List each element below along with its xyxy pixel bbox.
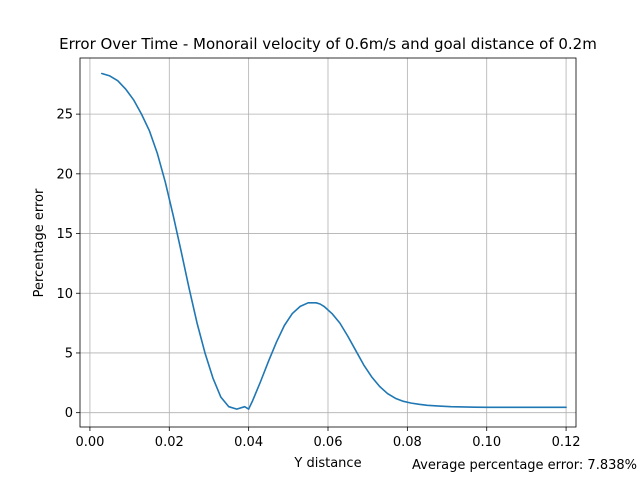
x-tick-label: 0.00	[75, 435, 104, 450]
y-axis-label: Percentage error	[32, 188, 47, 297]
y-tick-label: 10	[56, 287, 73, 302]
axis-ticks: 0.00 0.02 0.04 0.06 0.08 0.10 0.12 0 5 10 15 20 25	[56, 108, 580, 450]
y-tick-label: 5	[65, 346, 73, 361]
y-tick-label: 25	[56, 108, 73, 123]
grid-lines	[80, 58, 576, 427]
x-tick-label: 0.02	[155, 435, 184, 450]
series-line	[101, 72, 567, 410]
y-tick-label: 0	[65, 406, 73, 421]
x-tick-label: 0.12	[552, 435, 581, 450]
y-tick-label: 20	[56, 167, 73, 182]
x-tick-label: 0.04	[234, 435, 263, 450]
average-error-annotation: Average percentage error: 7.838%	[412, 458, 637, 473]
chart-title: Error Over Time - Monorail velocity of 0…	[59, 35, 597, 53]
x-tick-label: 0.10	[472, 435, 501, 450]
y-tick-label: 15	[56, 227, 73, 242]
x-axis-label: Y distance	[293, 456, 361, 471]
x-tick-label: 0.06	[314, 435, 343, 450]
x-tick-label: 0.08	[393, 435, 422, 450]
series-layer	[101, 72, 567, 410]
